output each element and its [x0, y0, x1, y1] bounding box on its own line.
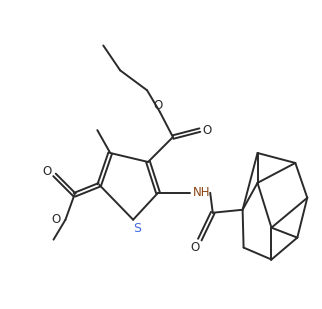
Text: O: O — [190, 241, 200, 254]
Text: NH: NH — [193, 186, 211, 199]
Text: O: O — [43, 165, 52, 178]
Text: O: O — [154, 99, 163, 112]
Text: S: S — [133, 222, 141, 235]
Text: O: O — [202, 124, 212, 137]
Text: O: O — [52, 213, 61, 226]
